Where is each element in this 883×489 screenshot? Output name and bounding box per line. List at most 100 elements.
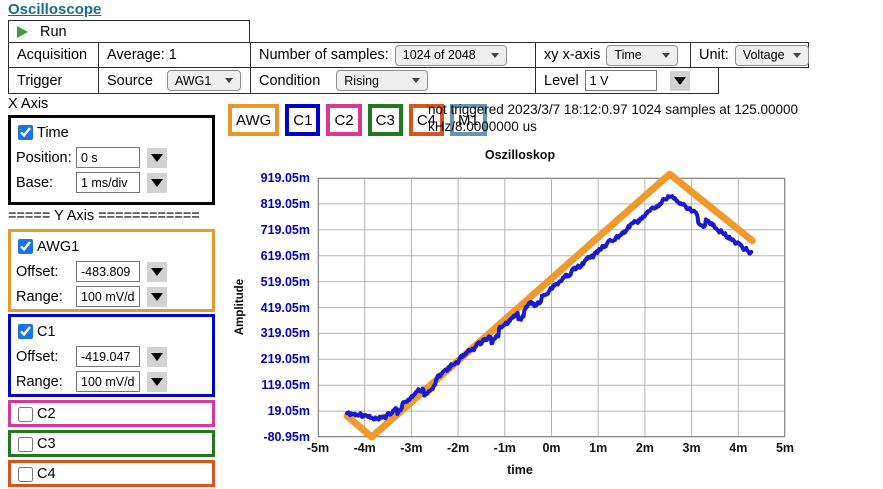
c4-label: C4 <box>37 466 56 482</box>
acquisition-label: Acquisition <box>17 47 88 63</box>
awg1-label: AWG1 <box>37 238 80 255</box>
source-select-value: AWG1 <box>174 73 212 88</box>
awg1-range-input[interactable] <box>76 286 140 307</box>
range-label: Range: <box>16 288 63 305</box>
c1-range-input[interactable] <box>76 371 140 392</box>
scope-channel-buttons: AWG C1 C2 C3 C4 M1 <box>228 104 487 136</box>
awg1-checkbox[interactable] <box>18 239 33 254</box>
channel-panel-c1: C1 Offset: Range: <box>8 314 215 397</box>
y-tick-label: 819.05m <box>260 196 310 211</box>
level-input[interactable] <box>584 70 657 91</box>
c3-checkbox[interactable] <box>18 436 33 452</box>
channel-enable-row: C1 <box>16 319 207 344</box>
run-button[interactable]: Run <box>8 20 250 43</box>
waveform-svg <box>317 170 786 441</box>
unit-select[interactable]: Voltage <box>734 44 809 66</box>
x-tick-label: -2m <box>446 441 470 455</box>
x-tick-label: 2m <box>635 441 654 455</box>
chart-title: Oszilloskop <box>484 148 556 162</box>
time-row: Time <box>16 120 207 145</box>
triangle-down-icon <box>673 76 686 85</box>
xy-axis-select[interactable]: Time <box>606 44 679 66</box>
c2-label: C2 <box>37 406 56 422</box>
samples-select-value: 1024 of 2048 <box>402 48 476 62</box>
condition-select-value: Rising <box>344 73 380 88</box>
x-tick-label: 0m <box>542 441 561 455</box>
samples-cell: Number of samples: 1024 of 2048 <box>250 42 536 68</box>
channel-button-c3[interactable]: C3 <box>367 104 403 136</box>
x-tick-label: -4m <box>353 441 376 455</box>
c1-offset-input[interactable] <box>76 346 140 367</box>
source-select[interactable]: AWG1 <box>166 70 241 91</box>
base-label: Base: <box>16 174 54 191</box>
y-tick-label: 919.05m <box>260 171 310 185</box>
y-tick-label: -80.95m <box>263 430 310 444</box>
channel-enable-row: C2 <box>16 404 207 424</box>
x-tick-label: -5m <box>306 441 330 455</box>
base-spinner-button[interactable] <box>147 172 167 193</box>
c1-range-spinner-button[interactable] <box>147 371 167 392</box>
awg1-offset-spinner-button[interactable] <box>147 261 167 282</box>
triangle-down-icon <box>151 377 163 386</box>
level-label: Level <box>544 72 579 89</box>
offset-label: Offset: <box>16 348 59 365</box>
acquisition-cell: Acquisition <box>8 42 99 68</box>
channel-panel-c3: C3 <box>8 430 215 457</box>
triangle-down-icon <box>151 153 163 162</box>
x-axis-panel: Time Position: Base: <box>8 115 215 205</box>
xy-axis-cell: xy x-axis Time <box>535 42 691 68</box>
awg1-offset-input[interactable] <box>76 261 140 282</box>
y-axis-section-title: ===== Y Axis ============ <box>8 208 200 224</box>
source-label: Source <box>107 72 153 89</box>
awg1-range-spinner-button[interactable] <box>147 286 167 307</box>
base-row: Base: <box>16 170 207 195</box>
position-spinner-button[interactable] <box>147 147 167 168</box>
triangle-down-icon <box>151 267 163 276</box>
triangle-down-icon <box>151 178 163 187</box>
unit-cell: Unit: Voltage <box>690 42 809 68</box>
position-input[interactable] <box>76 147 140 168</box>
c1-offset-row: Offset: <box>16 344 207 369</box>
chevron-down-icon <box>224 78 233 83</box>
samples-select[interactable]: 1024 of 2048 <box>394 44 507 66</box>
time-label: Time <box>37 124 69 141</box>
condition-label: Condition <box>259 72 321 89</box>
time-checkbox[interactable] <box>18 125 33 140</box>
channel-button-m1[interactable]: M1 <box>450 104 487 136</box>
chevron-down-icon <box>412 78 421 83</box>
x-axis-label: time <box>507 463 533 477</box>
position-row: Position: <box>16 145 207 170</box>
y-tick-label: 319.05m <box>260 326 310 341</box>
average-label: Average: 1 <box>107 47 177 63</box>
level-spinner-button[interactable] <box>669 70 690 91</box>
c4-checkbox[interactable] <box>18 466 33 482</box>
y-tick-label: 119.05m <box>261 378 310 393</box>
xy-axis-label: xy x-axis <box>544 47 601 63</box>
channel-panel-c4: C4 <box>8 460 215 487</box>
condition-select[interactable]: Rising <box>336 70 429 91</box>
channel-button-c4[interactable]: C4 <box>408 104 445 136</box>
base-input[interactable] <box>76 172 140 193</box>
channel-button-c1[interactable]: C1 <box>285 104 321 136</box>
offset-label: Offset: <box>16 263 59 280</box>
chevron-down-icon <box>662 52 671 58</box>
channel-button-c2[interactable]: C2 <box>326 104 362 136</box>
c1-offset-spinner-button[interactable] <box>147 346 167 367</box>
x-axis-section-title: X Axis <box>8 96 49 112</box>
position-label: Position: <box>16 149 72 166</box>
level-cell: Level <box>535 67 719 94</box>
y-tick-label: 219.05m <box>260 352 310 367</box>
chevron-down-icon <box>490 52 499 58</box>
awg1-offset-row: Offset: <box>16 259 207 284</box>
status-text: not triggered 2023/3/7 18:12:0.97 1024 s… <box>428 102 799 134</box>
play-icon <box>17 25 28 38</box>
page-title[interactable]: Oscilloscope <box>8 1 102 18</box>
channel-button-awg[interactable]: AWG <box>228 104 280 136</box>
y-tick-label: 719.05m <box>260 222 310 237</box>
c2-checkbox[interactable] <box>18 406 33 422</box>
c1-checkbox[interactable] <box>18 324 33 339</box>
unit-select-value: Voltage <box>742 48 785 62</box>
channel-enable-row: C3 <box>16 434 207 454</box>
x-tick-label: 5m <box>775 441 795 455</box>
